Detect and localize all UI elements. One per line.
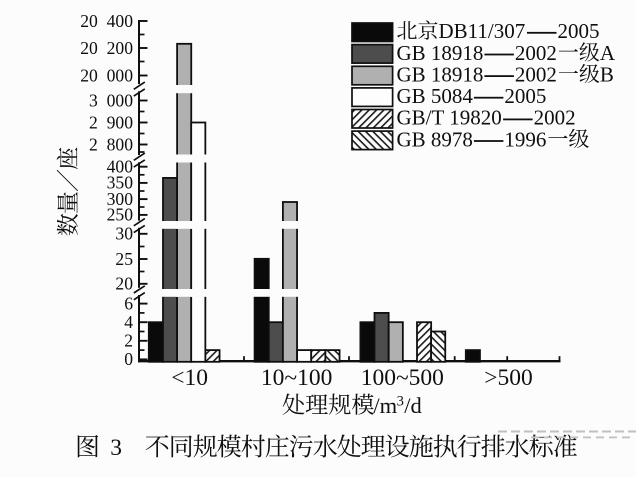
svg-text:GB 5084: GB 5084: [397, 84, 474, 108]
svg-text:3: 3: [397, 394, 404, 410]
svg-text:2: 2: [124, 331, 133, 351]
svg-text:A: A: [600, 41, 616, 65]
svg-text:4: 4: [124, 312, 133, 332]
svg-text:2002: 2002: [515, 41, 557, 65]
svg-text:2: 2: [89, 112, 98, 132]
svg-text:GB 18918: GB 18918: [397, 62, 484, 86]
svg-text:B: B: [600, 62, 614, 86]
svg-text:/m: /m: [373, 393, 397, 418]
svg-text:>500: >500: [484, 365, 533, 391]
svg-text:2: 2: [89, 134, 98, 154]
svg-text:20: 20: [80, 65, 98, 85]
svg-text:350: 350: [107, 173, 134, 193]
svg-text:GB 18918: GB 18918: [397, 41, 484, 65]
svg-text:30: 30: [115, 224, 133, 244]
svg-text:GB 8978: GB 8978: [397, 127, 473, 151]
svg-text:<10: <10: [171, 365, 208, 391]
svg-text:000: 000: [107, 90, 134, 110]
svg-text:400: 400: [107, 11, 134, 31]
svg-text:1996: 1996: [504, 127, 546, 151]
svg-text:6: 6: [124, 293, 133, 313]
svg-text:300: 300: [107, 189, 134, 209]
svg-text:100~500: 100~500: [361, 365, 444, 391]
svg-text:2002: 2002: [534, 106, 576, 130]
svg-text:/d: /d: [404, 393, 422, 418]
svg-text:2005: 2005: [504, 84, 546, 108]
svg-text:2005: 2005: [558, 19, 600, 43]
svg-text:DB11/307: DB11/307: [439, 19, 526, 43]
svg-text:200: 200: [107, 38, 134, 58]
svg-text:GB/T 19820: GB/T 19820: [397, 106, 502, 130]
svg-text:250: 250: [107, 205, 134, 225]
svg-text:10~100: 10~100: [261, 365, 332, 391]
svg-text:900: 900: [107, 112, 134, 132]
svg-text:400: 400: [107, 157, 134, 177]
svg-text:0: 0: [124, 349, 133, 369]
svg-text:000: 000: [107, 65, 134, 85]
svg-text:2002: 2002: [515, 62, 557, 86]
svg-text:20: 20: [80, 38, 98, 58]
svg-text:20: 20: [115, 274, 133, 294]
svg-text:3: 3: [89, 90, 98, 110]
svg-text:25: 25: [115, 249, 133, 269]
svg-text:800: 800: [107, 134, 134, 154]
svg-text:3: 3: [110, 435, 122, 461]
svg-text:20: 20: [80, 11, 98, 31]
